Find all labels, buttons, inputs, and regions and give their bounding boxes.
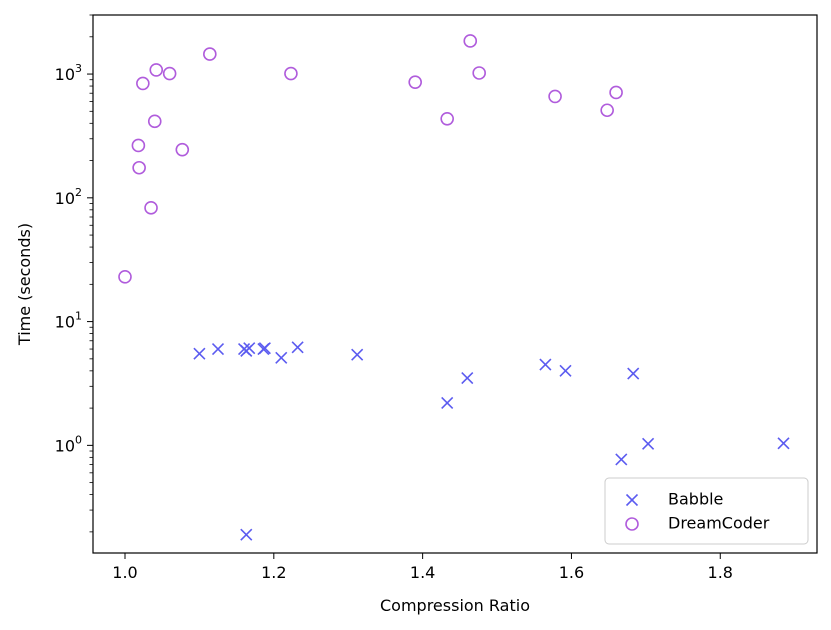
- data-point-x-marker: [211, 342, 225, 356]
- data-point-x-marker: [351, 348, 364, 361]
- plot-frame: [92, 14, 818, 554]
- data-point-circle-marker: [600, 103, 614, 118]
- data-point-circle-marker: [149, 63, 164, 77]
- data-point-x-marker: [642, 437, 655, 450]
- data-point-x-marker: [615, 453, 628, 466]
- data-point-x-marker: [441, 396, 454, 410]
- series-babble: [193, 341, 790, 541]
- y-axis-ticks: 100 101 102 103: [55, 62, 93, 455]
- legend-label-dreamcoder: DreamCoder: [668, 514, 770, 533]
- x-tick-label: 1.0: [112, 563, 137, 582]
- legend: Babble DreamCoder: [604, 477, 809, 545]
- series-dreamcoder: [118, 34, 623, 284]
- data-point-x-marker: [777, 437, 790, 450]
- x-tick-label: 1.2: [261, 563, 286, 582]
- legend-marker-dreamcoder: [625, 517, 639, 531]
- x-tick-label: 1.8: [708, 563, 733, 582]
- data-point-x-marker: [627, 367, 640, 380]
- data-point-circle-marker: [548, 89, 562, 104]
- data-point-circle-marker: [203, 47, 217, 61]
- data-point-circle-marker: [131, 138, 146, 153]
- data-point-circle-marker: [175, 142, 190, 157]
- data-point-circle-marker: [609, 85, 623, 100]
- data-point-x-marker: [258, 342, 271, 355]
- y-tick-label: 100: [55, 433, 82, 455]
- data-point-circle-marker: [147, 114, 162, 129]
- y-axis-label: Time (seconds): [15, 223, 34, 346]
- data-points: [118, 34, 790, 541]
- data-point-circle-marker: [118, 270, 132, 284]
- data-point-circle-marker: [284, 66, 298, 81]
- legend-marker-babble: [625, 493, 639, 507]
- x-axis-label: Compression Ratio: [380, 596, 530, 615]
- x-tick-label: 1.6: [559, 563, 584, 582]
- data-point-x-marker: [559, 364, 572, 377]
- legend-box: [604, 477, 809, 545]
- y-tick-label: 102: [55, 186, 82, 208]
- plot-area: [93, 15, 817, 553]
- data-point-x-marker: [193, 347, 206, 360]
- data-point-circle-marker: [144, 201, 158, 215]
- legend-x-marker: [625, 493, 639, 507]
- x-axis-ticks: 1.0 1.2 1.4 1.6 1.8: [112, 553, 733, 582]
- data-point-circle-marker: [440, 111, 454, 126]
- x-tick-label: 1.4: [410, 563, 435, 582]
- data-point-circle-marker: [132, 160, 146, 175]
- data-point-x-marker: [539, 358, 552, 371]
- y-tick-label: 103: [55, 62, 82, 84]
- data-point-x-marker: [291, 341, 304, 354]
- y-tick-label: 101: [55, 310, 82, 332]
- data-point-circle-marker: [136, 76, 150, 91]
- data-point-x-marker: [243, 342, 256, 355]
- data-point-circle-marker: [162, 66, 177, 81]
- data-point-x-marker: [461, 371, 474, 385]
- legend-label-babble: Babble: [668, 490, 723, 509]
- data-point-x-marker: [275, 351, 288, 364]
- data-point-circle-marker: [472, 66, 486, 80]
- data-point-circle-marker: [463, 34, 478, 48]
- legend-circle-marker: [625, 517, 639, 531]
- data-point-circle-marker: [408, 75, 422, 89]
- data-point-x-marker: [240, 528, 253, 541]
